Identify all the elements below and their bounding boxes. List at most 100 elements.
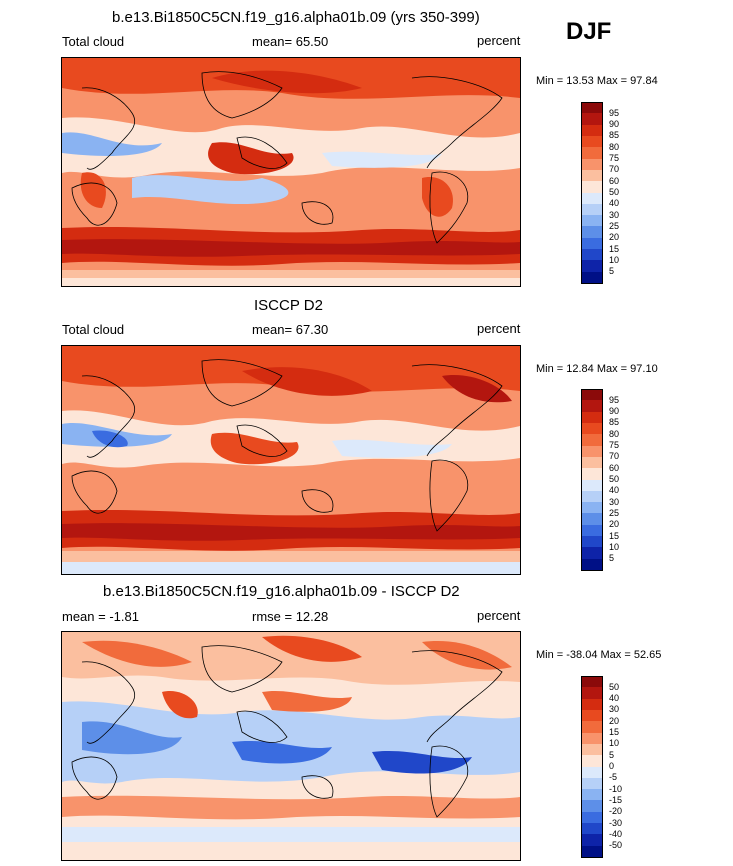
colorbar-swatch bbox=[581, 422, 603, 435]
colorbar-label: 20 bbox=[609, 715, 620, 726]
colorbar-label: 60 bbox=[609, 175, 620, 186]
colorbar-swatch bbox=[581, 789, 603, 801]
panel-2-left-label: Total cloud bbox=[62, 322, 125, 337]
season-label: DJF bbox=[566, 18, 612, 45]
colorbar-swatch bbox=[581, 777, 603, 790]
panel-1-colorbar: 95 90 85 80 75 70 60 50 40 30 25 20 15 10 5 bbox=[581, 102, 619, 284]
panel-1-left-label: Total cloud bbox=[62, 34, 125, 49]
panel-3-minmax: Min = -38.04 Max = 52.65 bbox=[536, 649, 662, 661]
colorbar-label: 95 bbox=[609, 107, 620, 118]
panel-2-title: ISCCP D2 bbox=[254, 297, 323, 314]
colorbar-swatch bbox=[581, 687, 603, 700]
colorbar-label: 80 bbox=[609, 428, 620, 439]
colorbar-label: 0 bbox=[609, 761, 615, 771]
colorbar-label: 80 bbox=[609, 141, 620, 152]
colorbar-label: 70 bbox=[609, 451, 620, 462]
panel-3-map-svg bbox=[62, 632, 520, 860]
colorbar-swatch bbox=[581, 502, 603, 514]
colorbar-label: 90 bbox=[609, 406, 620, 417]
colorbar-swatch bbox=[581, 834, 603, 847]
panel-1-minmax: Min = 13.53 Max = 97.84 bbox=[536, 75, 658, 87]
colorbar-swatch bbox=[581, 215, 603, 227]
colorbar-swatch bbox=[581, 823, 603, 835]
colorbar-label: -5 bbox=[609, 772, 618, 783]
panel-1-map bbox=[61, 57, 521, 287]
colorbar-label: 15 bbox=[609, 243, 620, 254]
colorbar-swatch bbox=[581, 479, 603, 492]
colorbar-label: 50 bbox=[609, 681, 620, 692]
colorbar-swatch bbox=[581, 743, 603, 756]
colorbar-swatch bbox=[581, 845, 603, 858]
colorbar-swatch bbox=[581, 676, 603, 688]
colorbar-label: 90 bbox=[609, 119, 620, 130]
colorbar-swatch bbox=[581, 490, 603, 503]
colorbar-label: 5 bbox=[609, 553, 615, 564]
panel-2-map bbox=[61, 345, 521, 575]
colorbar-label: 10 bbox=[609, 541, 620, 552]
colorbar-label: 30 bbox=[609, 704, 620, 715]
colorbar-label: -30 bbox=[609, 817, 623, 828]
colorbar-swatch bbox=[581, 226, 603, 239]
colorbar-swatch bbox=[581, 536, 603, 548]
colorbar-swatch bbox=[581, 558, 603, 571]
colorbar-swatch bbox=[581, 203, 603, 216]
colorbar-label: 10 bbox=[609, 738, 620, 749]
panel-1-map-svg bbox=[62, 58, 520, 286]
colorbar-swatch bbox=[581, 158, 603, 171]
panel-3-title: b.e13.Bi1850C5CN.f19_g16.alpha01b.09 - I… bbox=[103, 583, 460, 600]
colorbar-swatch bbox=[581, 800, 603, 813]
panel-3-units: percent bbox=[477, 608, 521, 623]
colorbar-swatch bbox=[581, 755, 603, 767]
panel-3-map bbox=[61, 631, 521, 861]
colorbar-label: 40 bbox=[609, 693, 620, 704]
colorbar-swatch bbox=[581, 181, 603, 193]
colorbar-swatch bbox=[581, 434, 603, 447]
colorbar-swatch bbox=[581, 260, 603, 273]
colorbar-swatch bbox=[581, 389, 603, 401]
colorbar-label: 60 bbox=[609, 462, 620, 473]
colorbar-label: 20 bbox=[609, 519, 620, 530]
colorbar-swatch bbox=[581, 147, 603, 160]
colorbar-label: 5 bbox=[609, 266, 615, 277]
colorbar-swatch bbox=[581, 698, 603, 711]
colorbar-label: -40 bbox=[609, 828, 623, 839]
colorbar-label: 75 bbox=[609, 440, 620, 451]
panel-1-units: percent bbox=[477, 33, 521, 48]
colorbar-swatch bbox=[581, 709, 603, 722]
panel-2-units: percent bbox=[477, 321, 521, 336]
colorbar-swatch bbox=[581, 766, 603, 779]
panel-3-colorbar: 50 40 30 20 15 10 5 0 -5 -10 -15 -20 -30 -40 -50 bbox=[581, 676, 622, 858]
colorbar-label: 50 bbox=[609, 474, 620, 484]
panel-1-mean-label: mean= 65.50 bbox=[252, 34, 329, 49]
colorbar-swatch bbox=[581, 102, 603, 114]
colorbar-label: 40 bbox=[609, 198, 620, 209]
colorbar-swatch bbox=[581, 113, 603, 126]
colorbar-swatch bbox=[581, 271, 603, 284]
colorbar-swatch bbox=[581, 169, 603, 182]
panel-2-map-svg bbox=[62, 346, 520, 574]
colorbar-label: 75 bbox=[609, 153, 620, 164]
colorbar-label: 85 bbox=[609, 130, 620, 141]
colorbar-label: 30 bbox=[609, 496, 620, 507]
colorbar-swatch bbox=[581, 732, 603, 745]
colorbar-swatch bbox=[581, 192, 603, 205]
colorbar-label: -15 bbox=[609, 794, 623, 805]
colorbar-swatch bbox=[581, 135, 603, 148]
colorbar-label: -50 bbox=[609, 840, 623, 851]
colorbar-swatch bbox=[581, 513, 603, 526]
panel-2-colorbar: 95 90 85 80 75 70 60 50 40 30 25 20 15 10 5 bbox=[581, 389, 619, 571]
colorbar-label: 95 bbox=[609, 394, 620, 405]
colorbar-swatch bbox=[581, 124, 603, 137]
colorbar-label: 15 bbox=[609, 530, 620, 541]
colorbar-swatch bbox=[581, 811, 603, 824]
colorbar-label: 20 bbox=[609, 232, 620, 243]
colorbar-label: 40 bbox=[609, 485, 620, 496]
colorbar-swatch bbox=[581, 524, 603, 537]
colorbar-swatch bbox=[581, 411, 603, 424]
colorbar-swatch bbox=[581, 547, 603, 560]
colorbar-swatch bbox=[581, 468, 603, 480]
colorbar-label: 10 bbox=[609, 254, 620, 265]
colorbar-swatch bbox=[581, 237, 603, 250]
panel-2-mean-label: mean= 67.30 bbox=[252, 322, 329, 337]
colorbar-label: 5 bbox=[609, 749, 615, 760]
